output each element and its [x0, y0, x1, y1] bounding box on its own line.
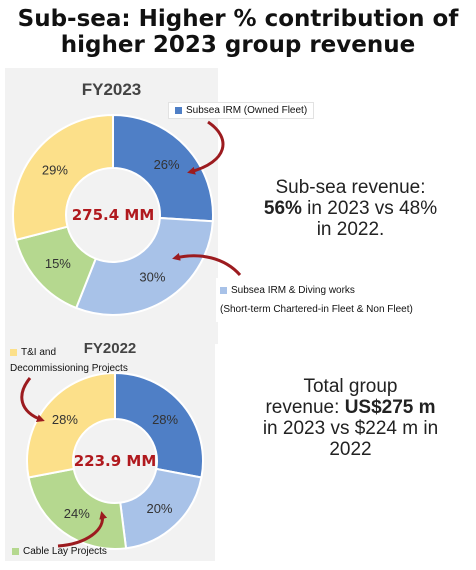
chart-title-fy2022: FY2022 — [83, 340, 137, 357]
subsea-note-line-1: Sub-sea revenue: — [275, 177, 426, 198]
subsea-revenue-note: Sub-sea revenue: 56% in 2023 vs 48% in 2… — [228, 177, 473, 240]
group-note-bold: US$275 m — [344, 397, 436, 418]
fy2023-slice-label-3: 29% — [42, 162, 68, 177]
fy2022-slice-label-3: 28% — [52, 412, 78, 427]
fy2022-slice-1 — [119, 467, 203, 550]
group-note-line-4: 2022 — [329, 439, 372, 460]
legend-swatch-light-blue — [220, 286, 227, 294]
subsea-note-rest: in 2023 vs 48% — [301, 198, 438, 219]
legend-subsea-diving: Subsea IRM & Diving works (Short-term Ch… — [216, 278, 417, 322]
fy2023-center-label: 275.4 MM — [72, 206, 155, 224]
title-line-1: Sub-sea: Higher % contribution of — [17, 6, 459, 32]
legend-swatch-green — [12, 547, 19, 555]
subsea-note-line-3: in 2022. — [316, 219, 385, 240]
donut-chart-fy2023: 26% 30% 15% 29% 275.4 MM — [12, 113, 214, 316]
fy2023-slice-label-0: 26% — [154, 157, 180, 172]
fy2022-slice-label-0: 28% — [152, 412, 178, 427]
chart-panel-fy2022: FY2022 28% 20% 24% 28% 223.9 MM — [5, 336, 215, 561]
chart-title-fy2023: FY2023 — [81, 80, 142, 99]
legend-swatch-yellow — [10, 348, 17, 356]
group-note-line-2a: revenue: — [265, 397, 345, 418]
legend-cable-lay: Cable Lay Projects — [12, 546, 107, 557]
legend-label-subsea-diving-2: (Short-term Chartered-in Fleet & Non Fle… — [220, 304, 413, 315]
fy2023-slice-0 — [112, 113, 214, 223]
legend-label-ti-1: T&I and — [21, 347, 57, 358]
group-note-line-1: Total group — [303, 376, 398, 397]
fy2023-slice-3 — [12, 113, 114, 242]
legend-label-subsea-diving-1: Subsea IRM & Diving works — [231, 285, 355, 296]
title-line-2: higher 2023 group revenue — [60, 32, 416, 58]
subsea-note-bold: 56% — [263, 198, 302, 219]
fy2022-center-label: 223.9 MM — [74, 452, 157, 470]
legend-label-subsea-owned: Subsea IRM (Owned Fleet) — [186, 105, 308, 116]
fy2022-slice-0 — [114, 371, 204, 479]
fy2022-slice-label-2: 24% — [64, 506, 90, 521]
legend-ti-decommissioning: T&I and Decommissioning Projects — [10, 345, 128, 377]
fy2022-slice-label-1: 20% — [146, 501, 172, 516]
legend-label-ti-2: Decommissioning Projects — [10, 363, 128, 374]
group-revenue-note: Total group revenue: US$275 m in 2023 vs… — [228, 376, 473, 460]
page-title: Sub-sea: Higher % contribution of higher… — [0, 6, 476, 58]
legend-subsea-owned: Subsea IRM (Owned Fleet) — [168, 102, 315, 119]
legend-swatch-dark-blue — [175, 106, 182, 114]
fy2022-slice-3 — [26, 371, 116, 479]
donut-chart-fy2022: 28% 20% 24% 28% 223.9 MM — [26, 371, 204, 550]
group-note-line-3: in 2023 vs $224 m in — [262, 418, 439, 439]
fy2023-slice-1 — [74, 216, 214, 316]
fy2023-slice-label-2: 15% — [45, 256, 71, 271]
fy2023-slice-label-1: 30% — [139, 270, 165, 285]
legend-label-cable-lay: Cable Lay Projects — [23, 546, 107, 557]
